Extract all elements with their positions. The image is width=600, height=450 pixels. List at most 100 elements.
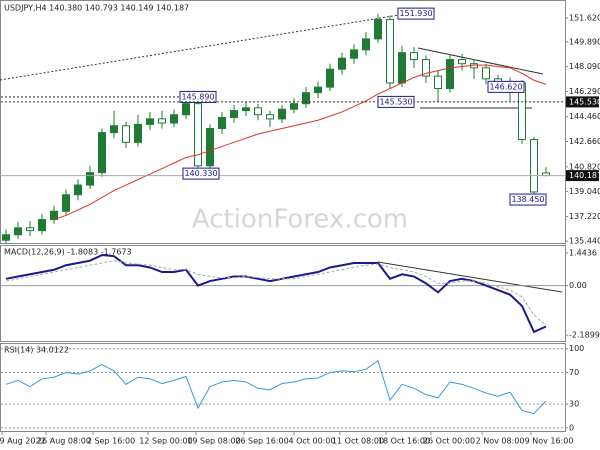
price-label: 145.530 [379, 97, 412, 106]
candle-body [98, 132, 106, 174]
candle-body [410, 52, 418, 61]
candle-body [374, 19, 382, 40]
candle-body [458, 59, 466, 65]
candle-body [38, 219, 46, 232]
x-tick-label: 12 Sep 00:00 [139, 437, 192, 446]
candle-body [62, 194, 70, 212]
candle-body [110, 125, 118, 134]
candle-body [350, 49, 358, 59]
candle-body [2, 234, 10, 241]
main-panel [0, 0, 566, 244]
candle-body [302, 92, 310, 105]
candle-body [26, 227, 34, 232]
candle-body [482, 67, 490, 80]
y-tick-label: 149.890 [569, 37, 600, 46]
trend-line [417, 47, 544, 75]
axis-marker [566, 170, 599, 182]
x-tick-label: 26 Aug 08:00 [37, 437, 91, 446]
price-label-box [487, 80, 525, 93]
candle-body [218, 116, 226, 130]
y-tick-label: 30 [569, 400, 579, 409]
y-tick-label: 0 [569, 423, 574, 432]
candle-body [230, 110, 238, 118]
candle-body [86, 172, 94, 186]
x-tick-label: 4 Oct 00:00 [288, 437, 335, 446]
candle-body [290, 103, 298, 110]
y-tick-label: 144.460 [569, 112, 600, 121]
price-label: 151.930 [399, 9, 432, 18]
signal-line [5, 260, 547, 326]
y-tick-label: 135.440 [569, 237, 600, 246]
chart-title: USDJPY,H4 140.380 140.793 140.149 140.18… [4, 4, 189, 13]
price-label: 145.890 [181, 92, 214, 101]
rsi-panel [0, 343, 566, 432]
price-label-box [397, 7, 435, 20]
y-tick-label: 140.820 [569, 162, 600, 171]
candle-body [74, 184, 82, 196]
axis-marker [566, 96, 599, 108]
candle-body [314, 86, 322, 94]
y-tick-label: 151.620 [569, 13, 600, 22]
watermark: ActionForex.com [192, 205, 408, 235]
candle-body [134, 123, 142, 143]
candle-body [530, 139, 538, 193]
rsi-line [5, 359, 547, 415]
candle-body [362, 38, 370, 51]
axis-marker-label: 145.530 [569, 97, 600, 106]
candle-body [338, 57, 346, 70]
y-tick-label: 137.220 [569, 212, 600, 221]
macd-title: MACD(12,26,9) -1.8083 -1.7673 [4, 248, 132, 257]
x-tick-label: 26 Oct 00:00 [423, 437, 475, 446]
price-label: 138.450 [511, 195, 544, 204]
y-tick-label: 1.4436 [569, 248, 597, 257]
trend-line [377, 261, 563, 293]
x-tick-label: 11 Oct 08:00 [332, 437, 384, 446]
candle-body [194, 103, 202, 167]
price-label-box [509, 193, 547, 206]
candle-body [14, 227, 22, 236]
candle-body [266, 114, 274, 120]
macd-line [5, 254, 547, 334]
candle-body [422, 59, 430, 77]
rsi-title: RSI(14) 34.0122 [4, 346, 69, 355]
y-tick-label: 70 [569, 368, 579, 377]
macd-panel [0, 245, 566, 342]
y-tick-label: 139.040 [569, 187, 600, 196]
candle-body [446, 59, 454, 90]
candle-body [242, 107, 250, 112]
x-tick-label: 9 Nov 16:00 [525, 437, 574, 446]
candle-body [122, 125, 130, 143]
trend-line [0, 13, 406, 81]
y-tick-label: 142.660 [569, 137, 600, 146]
x-tick-label: 2 Nov 08:00 [476, 437, 525, 446]
candle-body [146, 118, 154, 125]
candle-body [206, 128, 214, 167]
axis-marker-label: 140.187 [569, 171, 600, 180]
x-tick-label: 19 Aug 2022 [0, 437, 46, 446]
candle-body [326, 68, 334, 88]
y-tick-label: 146.290 [569, 87, 600, 96]
y-tick-label: -2.1899 [569, 331, 600, 340]
candle-body [278, 108, 286, 120]
price-label-box [377, 95, 415, 108]
price-label-box [179, 90, 217, 103]
candle-body [386, 19, 394, 84]
x-tick-label: 26 Sep 16:00 [235, 437, 288, 446]
candle-body [434, 75, 442, 90]
y-tick-label: 0.00 [569, 281, 587, 290]
candle-body [254, 107, 262, 116]
candle-body [182, 103, 190, 116]
y-tick-label: 148.090 [569, 62, 600, 71]
candle-body [398, 52, 406, 84]
x-tick-label: 19 Sep 08:00 [187, 437, 240, 446]
candle-body [158, 118, 166, 124]
candle-body [170, 114, 178, 124]
moving-average [53, 64, 547, 221]
y-tick-label: 100 [569, 344, 584, 353]
price-label: 140.330 [184, 169, 217, 178]
price-label-box [182, 167, 220, 180]
price-label: 146.620 [489, 82, 522, 91]
x-tick-label: 18 Oct 16:00 [378, 437, 430, 446]
x-tick-label: 2 Sep 16:00 [87, 437, 135, 446]
